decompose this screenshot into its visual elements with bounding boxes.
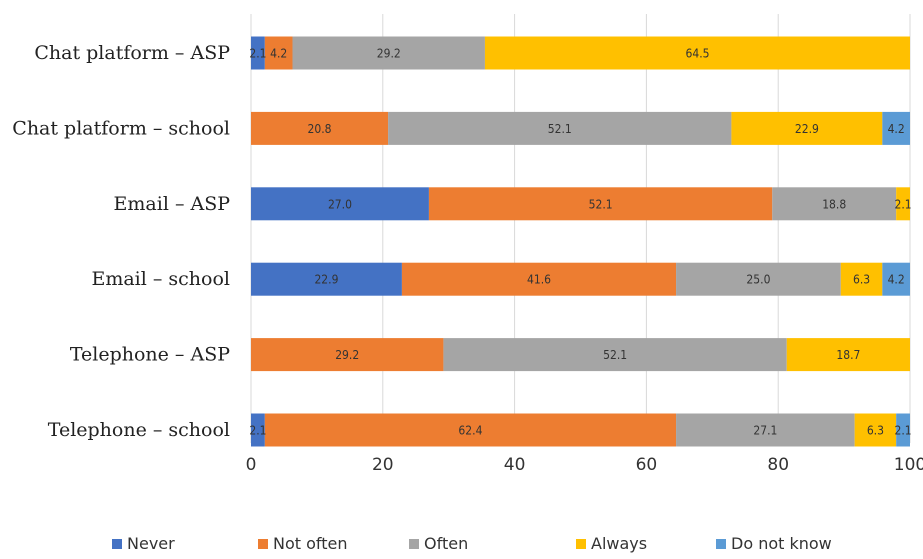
tick-label-60: 60	[636, 455, 658, 475]
data-label: 18.7	[836, 348, 860, 362]
data-label: 29.2	[377, 47, 401, 61]
tick-label-40: 40	[504, 455, 526, 475]
legend-label: Often	[424, 534, 468, 553]
legend-swatch	[258, 539, 268, 549]
bar-segment	[786, 338, 910, 372]
data-label: 6.3	[853, 273, 870, 287]
category-label: Chat platform – ASP	[34, 42, 230, 64]
bar-segment	[292, 36, 485, 70]
legend-swatch	[576, 539, 586, 549]
legend-swatch	[112, 539, 122, 549]
data-label: 25.0	[746, 273, 770, 287]
data-label: 2.1	[249, 424, 266, 438]
legend-swatch	[409, 539, 419, 549]
bar-segment	[676, 262, 841, 296]
bar-segment	[264, 36, 293, 70]
bar-segment	[882, 262, 910, 296]
legend-swatch	[716, 539, 726, 549]
bar-segment	[896, 413, 910, 447]
data-label: 22.9	[795, 122, 819, 136]
bar-segment	[484, 36, 910, 70]
category-axis-labels: Chat platform – ASP Chat platform – schoo…	[12, 42, 230, 441]
data-label: 27.1	[753, 424, 777, 438]
bar-segment	[676, 413, 855, 447]
bar-segment	[251, 36, 265, 70]
data-label: 2.1	[894, 197, 911, 211]
data-label: 4.2	[270, 47, 287, 61]
bar-segment	[896, 187, 910, 221]
data-label: 18.8	[822, 197, 846, 211]
data-labels: 2.1 4.2 29.2 64.5 20.8 52.1 22.9 4.2 27.0 52.1 18.…	[249, 47, 911, 438]
bar-segment	[882, 111, 910, 145]
data-label: 2.1	[249, 47, 266, 61]
category-label: Telephone – school	[48, 419, 230, 441]
tick-label-0: 0	[246, 455, 257, 475]
tick-label-20: 20	[372, 455, 394, 475]
tick-label-100: 100	[894, 455, 923, 475]
bar-segment	[251, 262, 402, 296]
legend: Never Not often Often Always Do not know	[112, 534, 832, 553]
data-label: 52.1	[603, 348, 627, 362]
data-label: 22.9	[314, 273, 338, 287]
gridlines	[250, 14, 911, 443]
data-label: 6.3	[867, 424, 884, 438]
category-label: Telephone – ASP	[70, 344, 230, 366]
tick-label-80: 80	[767, 455, 789, 475]
bar-segment	[854, 413, 897, 447]
data-label: 29.2	[335, 348, 359, 362]
data-label: 20.8	[308, 122, 332, 136]
legend-label: Always	[591, 534, 647, 553]
bars	[251, 36, 910, 447]
bar-segment	[443, 338, 787, 372]
data-label: 4.2	[888, 122, 905, 136]
legend-label: Not often	[273, 534, 348, 553]
bar-segment	[251, 413, 265, 447]
legend-label: Never	[127, 534, 175, 553]
bar-segment	[264, 413, 677, 447]
bar-segment	[731, 111, 883, 145]
data-label: 4.2	[888, 273, 905, 287]
category-label: Email – school	[91, 268, 230, 290]
category-label: Chat platform – school	[12, 117, 230, 139]
bar-segment	[251, 111, 389, 145]
data-label: 52.1	[548, 122, 572, 136]
legend-label: Do not know	[731, 534, 832, 553]
bar-segment	[772, 187, 897, 221]
data-label: 27.0	[328, 197, 352, 211]
bar-segment	[388, 111, 732, 145]
value-axis-tick-labels: 0 20 40 60 80 100	[246, 455, 923, 475]
data-label: 62.4	[458, 424, 482, 438]
data-label: 64.5	[685, 47, 709, 61]
bar-segment	[401, 262, 677, 296]
bar-segment	[251, 338, 444, 372]
data-label: 41.6	[527, 273, 551, 287]
data-label: 52.1	[589, 197, 613, 211]
category-label: Email – ASP	[114, 193, 231, 215]
bar-segment	[428, 187, 773, 221]
data-label: 2.1	[894, 424, 911, 438]
bar-segment	[840, 262, 883, 296]
bar-segment	[251, 187, 429, 221]
